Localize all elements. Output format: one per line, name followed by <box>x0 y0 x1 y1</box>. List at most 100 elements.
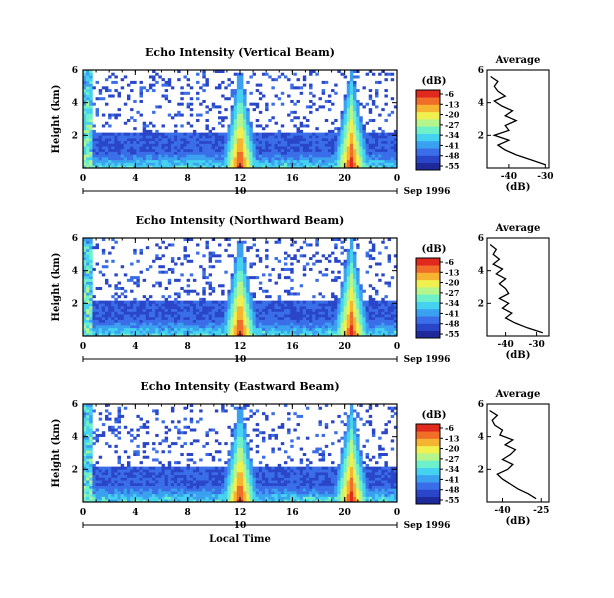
heatmap-cell <box>199 265 203 269</box>
heatmap-cell <box>86 333 90 337</box>
heatmap-cell <box>177 480 181 484</box>
heatmap-cell <box>230 143 235 147</box>
heatmap-cell <box>126 477 131 481</box>
heatmap-cell <box>120 303 125 307</box>
heatmap-cell <box>89 154 93 158</box>
heatmap-cell <box>186 330 191 334</box>
heatmap-cell <box>236 289 241 293</box>
heatmap-cell <box>205 154 209 158</box>
heatmap-cell <box>214 143 219 147</box>
heatmap-cell <box>371 300 376 304</box>
heatmap-cell <box>368 325 373 329</box>
heatmap-cell <box>318 132 322 136</box>
heatmap-cell <box>161 466 165 470</box>
heatmap-cell <box>218 146 222 150</box>
heatmap-cell <box>393 308 398 312</box>
heatmap-cell <box>340 240 344 244</box>
heatmap-cell <box>196 314 200 318</box>
heatmap-cell <box>218 469 222 473</box>
profile-line <box>490 75 546 166</box>
heatmap-cell <box>230 292 235 296</box>
heatmap-cell <box>130 151 134 155</box>
heatmap-cell <box>384 316 388 320</box>
heatmap-cell <box>98 306 103 310</box>
heatmap-cell <box>95 159 99 163</box>
heatmap-cell <box>199 148 203 152</box>
heatmap-cell <box>104 496 109 500</box>
heatmap-cell <box>309 243 313 247</box>
heatmap-cell <box>117 333 121 337</box>
heatmap-cell <box>158 461 162 465</box>
heatmap-cell <box>126 466 131 470</box>
heatmap-cell <box>252 300 256 304</box>
heatmap-cell <box>287 254 291 258</box>
heatmap-cell <box>378 333 382 337</box>
heatmap-cell <box>293 254 297 258</box>
heatmap-cell <box>130 314 134 318</box>
heatmap-cell <box>362 135 366 139</box>
heatmap-cell <box>265 157 269 161</box>
heatmap-cell <box>86 433 90 437</box>
heatmap-cell <box>89 89 93 93</box>
heatmap-cell <box>145 146 150 150</box>
heatmap-cell <box>148 327 153 331</box>
heatmap-cell <box>246 308 250 312</box>
heatmap-cell <box>331 102 335 106</box>
heatmap-cell <box>89 316 93 320</box>
heatmap-cell <box>89 428 93 432</box>
heatmap-cell <box>218 458 222 462</box>
heatmap-cell <box>148 121 153 125</box>
heatmap-cell <box>86 251 90 255</box>
heatmap-cell <box>268 303 272 307</box>
heatmap-cell <box>148 314 153 318</box>
heatmap-cell <box>378 132 382 136</box>
heatmap-cell <box>104 78 109 82</box>
heatmap-cell <box>261 132 266 136</box>
heatmap-cell <box>327 319 332 323</box>
heatmap-cell <box>240 80 244 84</box>
heatmap-cell <box>92 165 96 169</box>
heatmap-cell <box>362 333 366 337</box>
heatmap-cell <box>299 325 304 329</box>
heatmap-cell <box>227 165 231 169</box>
heatmap-cell <box>152 322 156 326</box>
heatmap-cell <box>98 482 103 486</box>
heatmap-cell <box>221 488 225 492</box>
heatmap-cell <box>186 154 191 158</box>
heatmap-cell <box>218 472 222 476</box>
heatmap-cell <box>177 278 181 282</box>
heatmap-cell <box>337 157 341 161</box>
heatmap-cell <box>312 70 316 74</box>
heatmap-cell <box>95 246 99 250</box>
heatmap-cell <box>255 248 260 252</box>
heatmap-cell <box>161 311 165 315</box>
heatmap-cell <box>378 72 382 76</box>
heatmap-cell <box>252 262 256 266</box>
heatmap-cell <box>202 316 206 320</box>
heatmap-cell <box>378 330 382 334</box>
heatmap-cell <box>365 311 370 315</box>
heatmap-cell <box>199 496 203 500</box>
heatmap-cell <box>211 493 216 497</box>
heatmap-cell <box>324 273 329 277</box>
heatmap-cell <box>343 157 348 161</box>
heatmap-cell <box>136 306 140 310</box>
heatmap-cell <box>98 91 103 95</box>
heatmap-cell <box>186 499 191 503</box>
heatmap-cell <box>287 308 291 312</box>
heatmap-cell <box>353 322 357 326</box>
heatmap-cell <box>183 482 187 486</box>
heatmap-cell <box>189 316 194 320</box>
heatmap-cell <box>152 300 156 304</box>
heatmap-cell <box>280 143 285 147</box>
heatmap-cell <box>177 493 181 497</box>
heatmap-cell <box>180 314 184 318</box>
heatmap-cell <box>192 140 197 144</box>
heatmap-cell <box>120 154 125 158</box>
heatmap-cell <box>327 162 332 166</box>
heatmap-cell <box>161 485 165 489</box>
heatmap-cell <box>365 316 370 320</box>
heatmap-cell <box>240 248 244 252</box>
heatmap-cell <box>167 444 172 448</box>
heatmap-cell <box>287 146 291 150</box>
